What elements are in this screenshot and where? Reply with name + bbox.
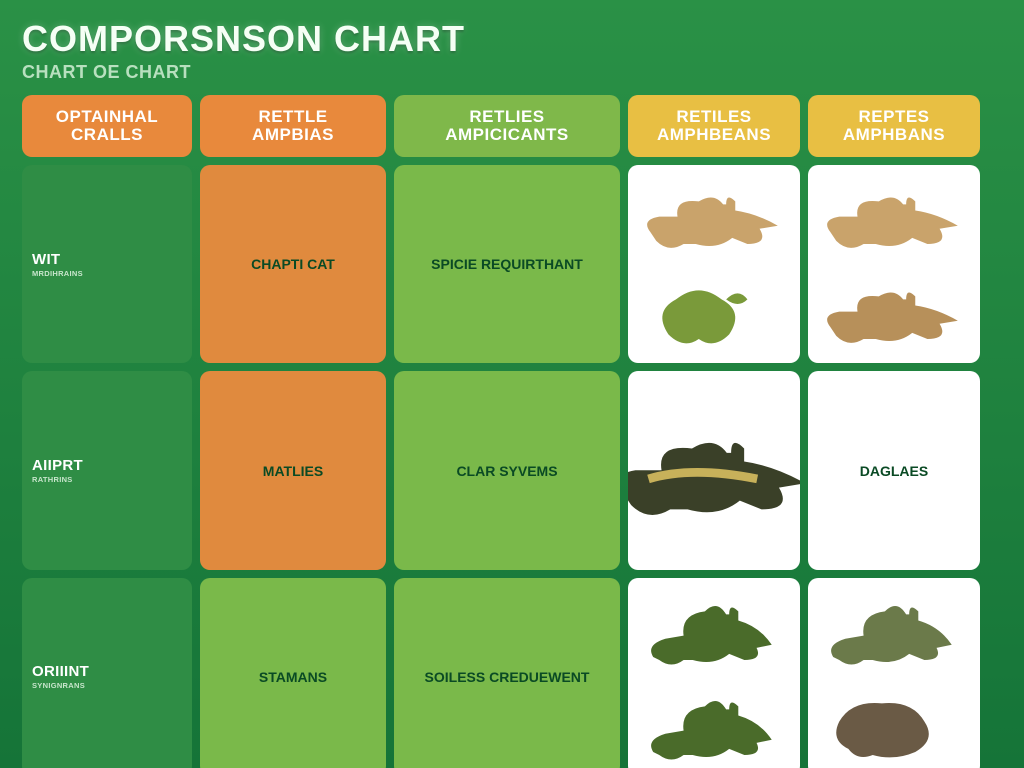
col-header-2-bot: AMPICICANTS bbox=[445, 126, 569, 144]
col-header-4-bot: AMPHBANS bbox=[843, 126, 945, 144]
col-header-4-top: REPTES bbox=[858, 108, 929, 126]
row-label-1: AIIPRT RATHRINS bbox=[22, 371, 192, 569]
col-header-3-top: RETILES bbox=[676, 108, 751, 126]
cell-r2-c4 bbox=[808, 578, 980, 768]
col-header-1-top: RETTLE bbox=[258, 108, 327, 126]
col-header-3: RETILESAMPHBEANS bbox=[628, 95, 800, 157]
page-title: COMPORSNSON CHART bbox=[22, 18, 1002, 60]
critter-lizard_crest bbox=[638, 679, 790, 768]
col-header-0-top: OPTAINHAL bbox=[56, 108, 158, 126]
row-label-2: ORIIINT SYNIGNRANS bbox=[22, 578, 192, 768]
critter-gecko_tan bbox=[638, 171, 790, 262]
critter-gecko_tan_small bbox=[818, 266, 970, 357]
cell-r0-c2-text: SPICIE REQUIRTHANT bbox=[431, 256, 583, 272]
col-header-0: OPTAINHALCRALLS bbox=[22, 95, 192, 157]
col-header-1: RETTLEAMPBIAS bbox=[200, 95, 386, 157]
critter-frog_green bbox=[638, 266, 790, 357]
cell-r1-c4: DAGLAES bbox=[808, 371, 980, 569]
row-label-1-main: AIIPRT bbox=[32, 457, 182, 474]
critter-rodent bbox=[818, 679, 970, 768]
cell-r2-c3 bbox=[628, 578, 800, 768]
row-label-0-main: WIT bbox=[32, 251, 182, 268]
cell-r2-c2: SOILESS CREDUEWENT bbox=[394, 578, 620, 768]
cell-r0-c1-text: CHAPTI CAT bbox=[251, 256, 335, 272]
cell-r1-c4-text: DAGLAES bbox=[860, 463, 928, 479]
cell-r1-c2: CLAR SYVEMS bbox=[394, 371, 620, 569]
col-header-0-bot: CRALLS bbox=[71, 126, 143, 144]
cell-r1-c1-text: MATLIES bbox=[263, 463, 323, 479]
cell-r1-c2-text: CLAR SYVEMS bbox=[456, 463, 557, 479]
cell-r2-c2-text: SOILESS CREDUEWENT bbox=[425, 669, 590, 685]
cell-r2-c1-text: STAMANS bbox=[259, 669, 327, 685]
row-label-2-sub: SYNIGNRANS bbox=[32, 682, 182, 690]
critter-lizard_crest bbox=[638, 584, 790, 675]
cell-r0-c4 bbox=[808, 165, 980, 363]
critter-salamander_striped bbox=[628, 405, 800, 535]
critter-iguana bbox=[818, 584, 970, 675]
col-header-2: RETLIESAMPICICANTS bbox=[394, 95, 620, 157]
cell-r1-c3 bbox=[628, 371, 800, 569]
cell-r0-c3 bbox=[628, 165, 800, 363]
row-label-0-sub: MRDIHRAINS bbox=[32, 270, 182, 278]
cell-r1-c1: MATLIES bbox=[200, 371, 386, 569]
row-label-2-main: ORIIINT bbox=[32, 663, 182, 680]
cell-r0-c1: CHAPTI CAT bbox=[200, 165, 386, 363]
cell-r2-c1: STAMANS bbox=[200, 578, 386, 768]
page-subtitle: CHART OE CHART bbox=[22, 62, 1002, 83]
row-label-1-sub: RATHRINS bbox=[32, 476, 182, 484]
cell-r0-c2: SPICIE REQUIRTHANT bbox=[394, 165, 620, 363]
critter-gecko_tan bbox=[818, 171, 970, 262]
row-label-0: WIT MRDIHRAINS bbox=[22, 165, 192, 363]
col-header-1-bot: AMPBIAS bbox=[252, 126, 334, 144]
col-header-3-bot: AMPHBEANS bbox=[657, 126, 771, 144]
col-header-2-top: RETLIES bbox=[469, 108, 544, 126]
col-header-4: REPTESAMPHBANS bbox=[808, 95, 980, 157]
comparison-grid: OPTAINHALCRALLSRETTLEAMPBIASRETLIESAMPIC… bbox=[22, 95, 1002, 768]
